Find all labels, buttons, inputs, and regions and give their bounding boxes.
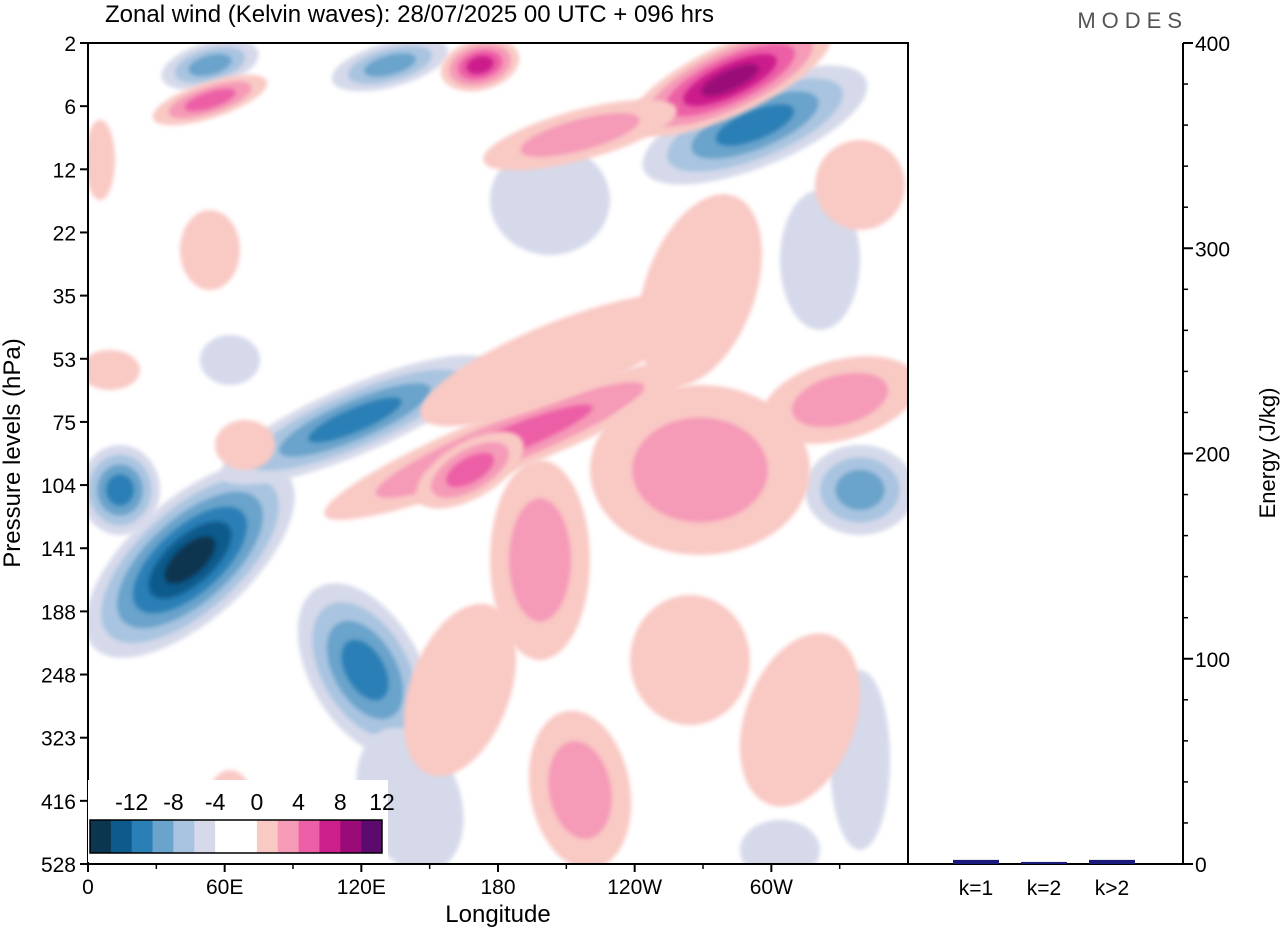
negative-anomaly-contour — [715, 104, 795, 146]
modes-logo: MODES — [1077, 8, 1188, 33]
y-tick-label: 141 — [41, 538, 76, 561]
colorbar-label: 0 — [250, 789, 263, 815]
colorbar-frame — [89, 819, 383, 854]
colorbar-label: -8 — [163, 789, 183, 815]
energy-bar-chart: 0 100 200 300 400 k=1 k=2 k>2 — [908, 33, 1230, 900]
x-tick-label: 120W — [607, 876, 662, 899]
positive-anomaly-contour — [420, 293, 700, 427]
y-tick-label: 75 — [53, 412, 76, 435]
energy-bar — [1089, 859, 1135, 864]
y-tick-label: 248 — [41, 665, 76, 688]
colorbar-swatch — [236, 820, 258, 853]
energy-tick-label: 100 — [1195, 649, 1230, 672]
chart-title: Zonal wind (Kelvin waves): 28/07/2025 00… — [105, 1, 714, 28]
x-tick-label: 180 — [480, 876, 515, 899]
x-tick-label: 0 — [82, 876, 94, 899]
colorbar-swatch — [319, 820, 341, 853]
x-tick-label: 120E — [337, 876, 386, 899]
negative-anomaly-contour — [308, 397, 402, 443]
colorbar-swatch — [110, 820, 133, 853]
negative-anomaly-contour — [341, 639, 389, 701]
positive-anomaly-contour — [446, 452, 494, 488]
positive-anomaly-contour — [184, 88, 236, 112]
colorbar-label: -12 — [115, 789, 148, 815]
positive-anomaly-contour — [180, 210, 240, 290]
positive-anomaly-contour — [548, 741, 612, 839]
positive-anomaly-contour — [509, 498, 571, 622]
colorbar-swatch — [298, 820, 320, 853]
colorbar-swatch — [173, 820, 195, 853]
energy-axis-label: Energy (J/kg) — [1255, 388, 1280, 519]
y-tick-label: 12 — [53, 159, 76, 182]
negative-anomaly-contour — [106, 474, 134, 506]
energy-tick-label: 0 — [1195, 854, 1207, 877]
bar-category-label: k=2 — [1027, 877, 1061, 900]
colorbar-label: 12 — [369, 789, 395, 815]
colorbar-swatch — [194, 820, 216, 853]
negative-anomaly-contour — [364, 53, 416, 77]
x-axis-label: Longitude — [445, 901, 550, 928]
positive-anomaly-contour — [88, 350, 140, 390]
positive-anomaly-contour — [638, 194, 762, 386]
negative-anomaly-contour — [200, 335, 260, 385]
y-tick-label: 104 — [41, 475, 76, 498]
colorbar-label: -4 — [205, 789, 226, 815]
colorbar-label: 8 — [334, 789, 347, 815]
energy-bar — [953, 859, 999, 864]
bar-category-label: k>2 — [1095, 877, 1129, 900]
y-tick-label: 6 — [64, 96, 76, 119]
colorbar-swatch — [340, 820, 362, 853]
positive-anomaly-contour — [215, 420, 275, 470]
y-tick-label: 416 — [41, 791, 76, 814]
negative-anomaly-contour — [490, 145, 610, 255]
negative-anomaly-contour — [188, 53, 232, 77]
y-tick-label: 22 — [53, 222, 76, 245]
positive-anomaly-contour — [701, 63, 759, 97]
y-tick-label: 53 — [53, 349, 76, 372]
bar-category-label: k=1 — [959, 877, 993, 900]
negative-anomaly-contour — [164, 536, 216, 584]
colorbar-swatch — [90, 820, 112, 853]
colorbar-swatch — [152, 820, 174, 853]
y-axis-label: Pressure levels (hPa) — [0, 338, 26, 567]
colorbar-swatch — [256, 820, 279, 853]
colorbar-label: 4 — [292, 789, 305, 815]
colorbar: -12 -8 -4 0 4 8 12 — [88, 780, 395, 862]
energy-tick-label: 300 — [1195, 238, 1230, 261]
y-tick-label: 2 — [64, 33, 76, 56]
colorbar-swatch — [277, 820, 299, 853]
positive-anomaly-contour — [792, 373, 888, 427]
energy-bar — [1021, 861, 1067, 864]
positive-anomaly-contour — [630, 595, 750, 725]
x-tick-label: 60W — [750, 876, 793, 899]
heatmap — [88, 43, 908, 864]
negative-anomaly-contour — [740, 820, 820, 864]
y-tick-label: 528 — [41, 854, 76, 877]
y-tick-label: 35 — [53, 286, 76, 309]
positive-anomaly-contour — [88, 120, 115, 200]
y-tick-label: 323 — [41, 728, 76, 751]
positive-anomaly-contour — [739, 633, 861, 807]
positive-anomaly-contour — [520, 113, 640, 157]
positive-anomaly-contour — [403, 603, 517, 777]
y-tick-label: 188 — [41, 601, 76, 624]
positive-anomaly-contour — [632, 417, 768, 523]
energy-tick-label: 200 — [1195, 444, 1230, 467]
colorbar-swatch — [361, 820, 383, 853]
colorbar-swatch — [131, 820, 153, 853]
positive-anomaly-contour — [466, 55, 494, 75]
negative-anomaly-contour — [835, 470, 885, 510]
energy-tick-label: 400 — [1195, 33, 1230, 56]
positive-anomaly-contour — [815, 140, 905, 230]
colorbar-swatch — [215, 820, 237, 853]
x-tick-label: 60E — [206, 876, 243, 899]
